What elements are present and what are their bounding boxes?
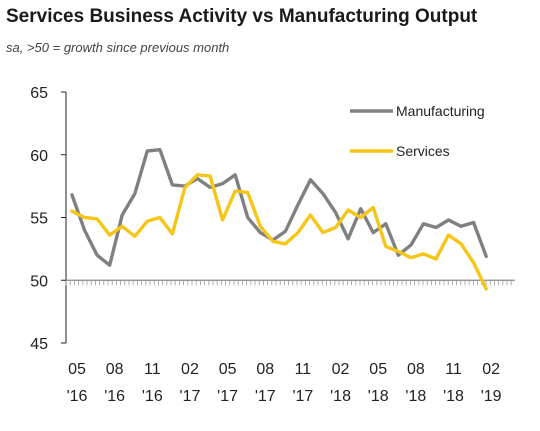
x-tick-label-year: '19	[481, 388, 502, 405]
chart-subtitle: sa, >50 = growth since previous month	[6, 40, 230, 55]
x-tick-label-month: 08	[407, 361, 425, 378]
x-tick-label-year: '17	[180, 388, 201, 405]
x-tick-label-year: '18	[405, 388, 426, 405]
series-line-manufacturing	[70, 147, 488, 267]
x-tick-label-year: '17	[292, 388, 313, 405]
x-tick-label-month: 05	[219, 361, 237, 378]
x-tick-label-year: '16	[142, 388, 163, 405]
x-tick-label-month: 05	[369, 361, 387, 378]
y-tick-label: 65	[30, 85, 48, 102]
x-tick-label-year: '17	[217, 388, 238, 405]
x-tick-label-month: 02	[181, 361, 199, 378]
y-tick-label: 45	[30, 336, 48, 353]
legend-label-services: Services	[396, 143, 450, 159]
x-tick-label-month: 11	[144, 361, 161, 378]
x-tick-label-month: 02	[482, 361, 500, 378]
x-tick-label-year: '17	[255, 388, 276, 405]
x-axis-tick-labels: 05 '16 08 '16 11 '16 02 '17 05 '17 08 '17 11 '17 02 '18…	[67, 361, 502, 405]
y-tick-label: 60	[30, 148, 48, 165]
x-tick-label-year: '16	[104, 388, 125, 405]
chart-title: Services Business Activity vs Manufactur…	[6, 6, 478, 27]
x-tick-label-month: 11	[445, 361, 462, 378]
y-tick-label: 50	[30, 273, 48, 290]
x-tick-label-year: '18	[368, 388, 389, 405]
y-tick-label: 55	[30, 211, 48, 228]
series-line-services	[70, 173, 488, 291]
x-tick-label-month: 08	[106, 361, 124, 378]
x-tick-label-year: '18	[443, 388, 464, 405]
x-tick-label-month: 05	[68, 361, 86, 378]
x-tick-label-month: 08	[256, 361, 274, 378]
x-tick-label-month: 02	[332, 361, 350, 378]
x-tick-label-month: 11	[295, 361, 312, 378]
y-axis-ticks: 65 60 55 50 45	[30, 85, 66, 353]
legend: Manufacturing Services	[350, 103, 485, 159]
x-tick-label-year: '18	[330, 388, 351, 405]
legend-label-manufacturing: Manufacturing	[396, 103, 485, 119]
x-tick-label-year: '16	[67, 388, 88, 405]
series-lines	[70, 147, 488, 291]
x-axis-minor-ticks	[65, 280, 512, 286]
